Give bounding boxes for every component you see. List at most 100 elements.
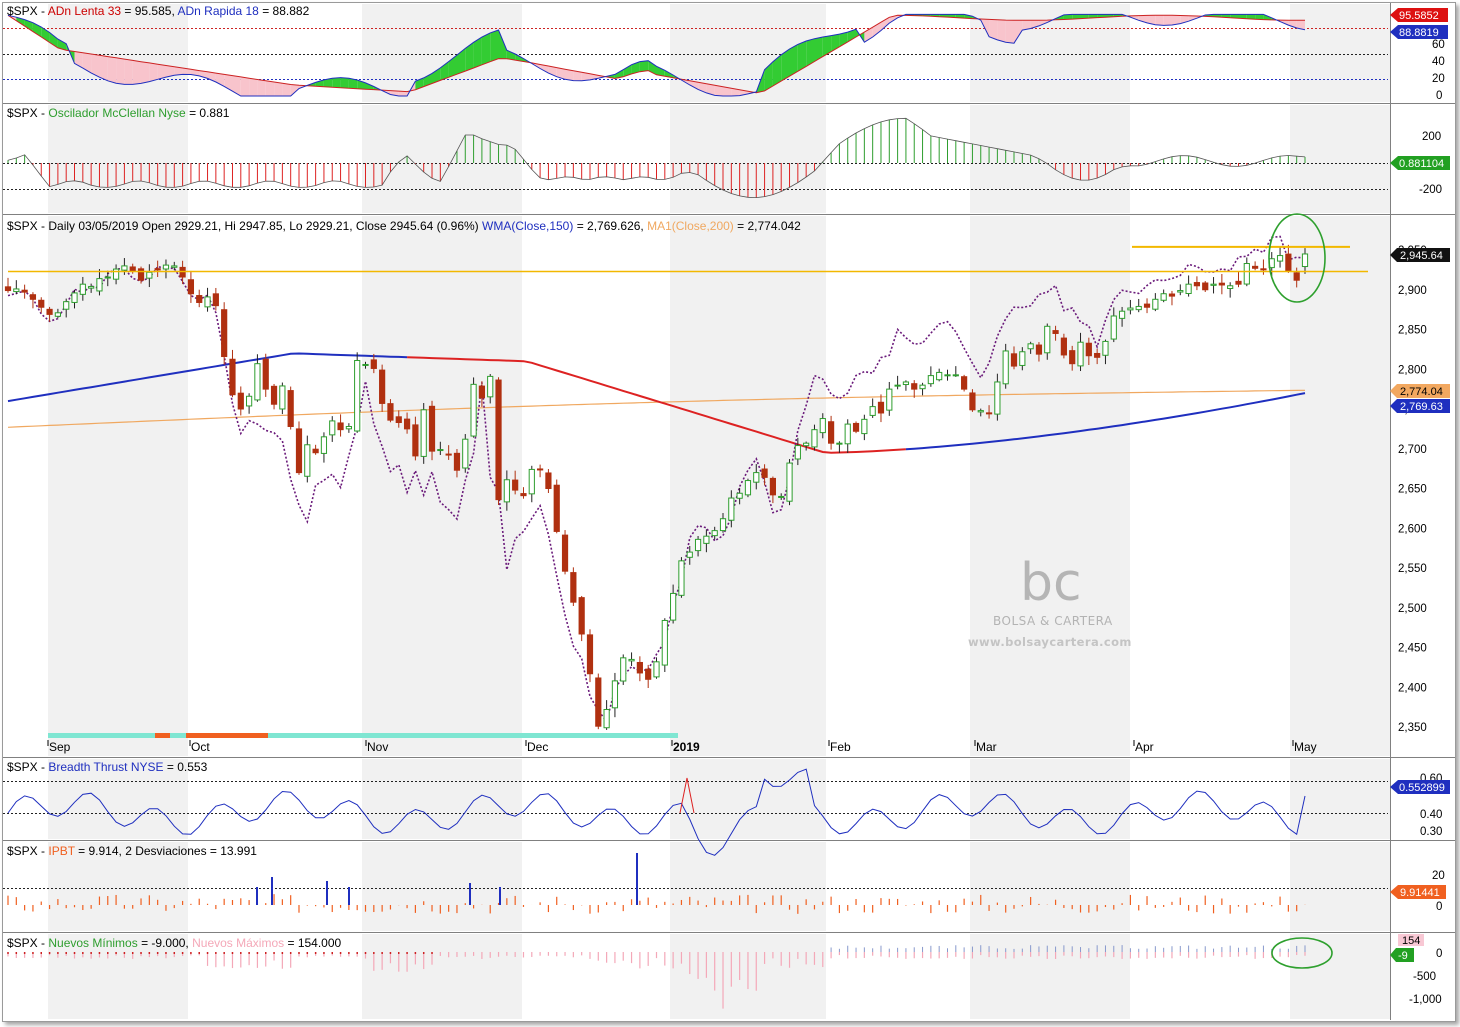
adn-fill-up (789, 44, 798, 77)
candle (254, 354, 261, 402)
adn-fill-down (1288, 20, 1297, 28)
candle (21, 284, 28, 299)
adn-fill-up (781, 49, 790, 82)
month-band (48, 759, 188, 839)
candle (911, 380, 918, 398)
candle (1218, 273, 1225, 295)
candle (329, 416, 336, 442)
wma150-line-down (407, 356, 906, 454)
adn-fill-up (764, 61, 773, 91)
price-tick: 2,850 (1398, 325, 1427, 337)
candle (1285, 244, 1292, 273)
x-tick-label: Oct (191, 740, 210, 754)
candle (703, 529, 710, 553)
adn-fill-up (1088, 14, 1098, 19)
adn-tick: 20 (1432, 73, 1445, 85)
adn-fill-up (656, 66, 665, 77)
x-tick-label: 2019 (673, 740, 700, 754)
candle (611, 672, 619, 718)
breadth-tag: 0.552899 (1390, 780, 1450, 794)
svg-text:0.552899: 0.552899 (1399, 782, 1445, 794)
mcclellan-outline (7, 117, 1306, 199)
adn-fill-up (340, 77, 349, 89)
adn-fill-down (290, 84, 299, 96)
candle (811, 424, 818, 451)
candle (96, 269, 103, 296)
svg-text:0.881104: 0.881104 (1399, 158, 1444, 170)
adn-fill-down (116, 57, 125, 85)
svg-text:-9: -9 (1398, 950, 1408, 962)
month-band (970, 934, 1130, 1019)
price-panel (4, 213, 1368, 738)
adn-fill-down (257, 79, 266, 96)
adn-fill-up (623, 64, 632, 77)
adn-fill-down (689, 80, 699, 90)
candle (736, 487, 743, 505)
candle (985, 405, 993, 419)
watermark-url: www.bolsaycartera.com (968, 635, 1132, 649)
adn-fill-up (964, 14, 973, 19)
adn-rapida-tag: 88.8819 (1390, 25, 1448, 39)
candle (636, 656, 643, 682)
month-band (48, 934, 188, 1019)
adn-fill-down (989, 19, 998, 40)
ipbt-title: $SPX - IPBT = 9.914, 2 Desviaciones = 13… (7, 844, 257, 858)
adn-fill-up (631, 61, 640, 74)
wma150-tag: 2,769.63 (1390, 399, 1450, 413)
candle (1152, 293, 1159, 312)
adn-fill-down (714, 85, 723, 96)
adn-fill-up (614, 69, 624, 79)
adn-fill-down (1022, 20, 1031, 31)
adn-fill-down (723, 86, 732, 96)
ma200-line (7, 389, 1306, 428)
adn-fill-down (556, 67, 565, 80)
month-band (970, 759, 1130, 839)
candle (537, 464, 544, 478)
wma150-line (7, 352, 408, 403)
adn-fill-down (274, 82, 283, 96)
candle (29, 292, 37, 309)
svg-text:2,945.64: 2,945.64 (1400, 250, 1443, 262)
adn-fill-down (157, 64, 166, 80)
candle (1185, 275, 1192, 297)
watermark: bc BOLSA & CARTERA www.bolsaycartera.com (968, 553, 1132, 649)
candle (1143, 298, 1151, 314)
adn-fill-up (57, 39, 67, 51)
breadth-title: $SPX - Breadth Thrust NYSE = 0.553 (7, 760, 208, 774)
candle (412, 416, 419, 461)
adn-fill-down (1155, 15, 1164, 26)
month-band (1290, 759, 1390, 839)
month-band (670, 759, 826, 839)
adn-fill-down (166, 65, 175, 78)
breadth-panel (7, 768, 1306, 856)
adn-fill-up (465, 42, 474, 72)
adn-fill-up (498, 30, 507, 59)
svg-text:9.91441: 9.91441 (1400, 887, 1440, 899)
adn-fill-up (1230, 14, 1239, 19)
candle (1019, 347, 1026, 371)
highlight-circle (1268, 213, 1326, 303)
month-band (1290, 934, 1390, 1019)
nuevos-tick: -1,000 (1409, 994, 1442, 1006)
month-band (970, 216, 1130, 756)
candle (1168, 290, 1176, 306)
mcclellan-panel (7, 117, 1306, 199)
adn-fill-down (706, 83, 715, 96)
nuevos-min-tag: -9 (1390, 948, 1414, 962)
candle (337, 414, 344, 437)
candle (379, 364, 386, 412)
price-tick: 2,550 (1398, 563, 1427, 575)
candle (769, 476, 776, 504)
candle (1069, 345, 1076, 371)
candle (137, 266, 145, 284)
price-tick: 2,700 (1398, 444, 1427, 456)
adn-tick: 40 (1432, 56, 1445, 68)
candle (886, 381, 893, 416)
ipbt-axis: 20 0 (1432, 870, 1445, 913)
month-band (970, 4, 1130, 102)
candle (171, 261, 178, 271)
svg-text:2,769.63: 2,769.63 (1400, 401, 1443, 413)
adn-fill-down (149, 62, 158, 82)
adn-fill-up (323, 78, 333, 88)
svg-text:154: 154 (1402, 935, 1420, 947)
